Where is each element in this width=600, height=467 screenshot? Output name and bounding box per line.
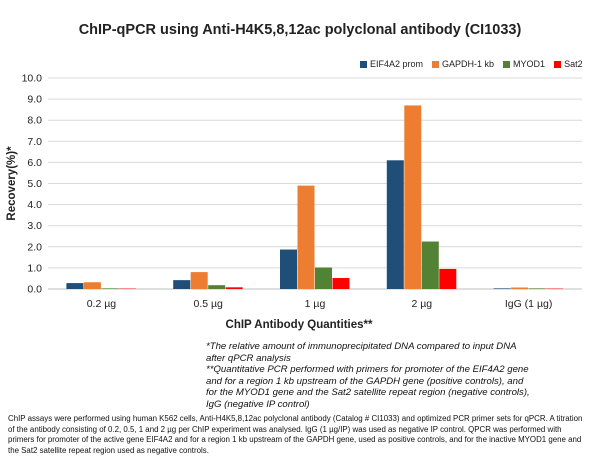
chart-footnotes: *The relative amount of immunoprecipitat… — [206, 341, 536, 411]
legend-item: EIF4A2 prom — [360, 59, 423, 69]
bar — [208, 285, 226, 289]
legend-item: GAPDH-1 kb — [432, 59, 494, 69]
bar — [101, 288, 119, 289]
bar — [511, 287, 529, 289]
y-tick-label: 0.0 — [27, 284, 42, 296]
bar — [225, 287, 243, 289]
legend-swatch — [554, 60, 562, 68]
y-tick-label: 2.0 — [27, 241, 42, 253]
bar — [528, 288, 546, 289]
legend-label: MYOD1 — [513, 59, 546, 69]
y-tick-label: 4.0 — [27, 199, 42, 211]
y-tick-label: 9.0 — [27, 94, 42, 106]
y-tick-label: 5.0 — [27, 178, 42, 190]
y-tick-label: 7.0 — [27, 136, 42, 148]
bar — [439, 268, 457, 289]
legend-swatch — [503, 60, 511, 68]
chart-legend: EIF4A2 prom GAPDH-1 kb MYOD1 Sat2 — [360, 59, 583, 69]
legend-item: Sat2 — [554, 59, 583, 69]
bar — [297, 185, 315, 289]
legend-label: GAPDH-1 kb — [442, 59, 495, 69]
bar — [83, 282, 101, 289]
figure-caption: ChIP assays were performed using human K… — [8, 414, 583, 455]
legend-label: EIF4A2 prom — [370, 59, 424, 69]
bar — [386, 160, 404, 289]
x-tick-label: IgG (1 µg) — [505, 298, 552, 310]
bar — [190, 272, 208, 289]
bar — [66, 283, 84, 289]
legend-swatch — [360, 60, 367, 68]
bar — [315, 267, 332, 289]
bar — [421, 241, 439, 289]
y-tick-label: 10.0 — [22, 73, 43, 85]
chart-title: ChIP-qPCR using Anti-H4K5,8,12ac polyclo… — [78, 22, 522, 38]
y-tick-label: 6.0 — [27, 157, 42, 169]
x-axis-title: ChIP Antibody Quantities** — [226, 319, 373, 331]
x-tick-label: 0.5 µg — [193, 298, 223, 310]
legend-swatch — [432, 60, 440, 68]
y-tick-label: 1.0 — [27, 262, 42, 274]
y-tick-label: 3.0 — [27, 220, 42, 232]
bar — [280, 249, 297, 289]
y-axis-title: Recovery(%)* — [6, 146, 18, 221]
footnote-qpcr: **Quantitative PCR performed with primer… — [206, 364, 530, 410]
footnote-recovery: *The relative amount of immunoprecipitat… — [206, 341, 517, 364]
bar — [173, 280, 191, 289]
bar-chart: 0.0 1.0 2.0 3.0 4.0 5.0 6.0 7.0 8.0 9.0 10.0 0.2 µg… — [6, 73, 582, 331]
y-tick-label: 8.0 — [27, 115, 42, 127]
bar — [332, 278, 350, 289]
legend-label: Sat2 — [564, 59, 583, 69]
bar — [493, 288, 511, 289]
x-tick-label: 0.2 µg — [87, 298, 117, 310]
x-tick-label: 2 µg — [411, 298, 432, 310]
legend-item: MYOD1 — [503, 59, 545, 69]
bar — [404, 105, 422, 290]
x-tick-label: 1 µg — [305, 298, 326, 310]
